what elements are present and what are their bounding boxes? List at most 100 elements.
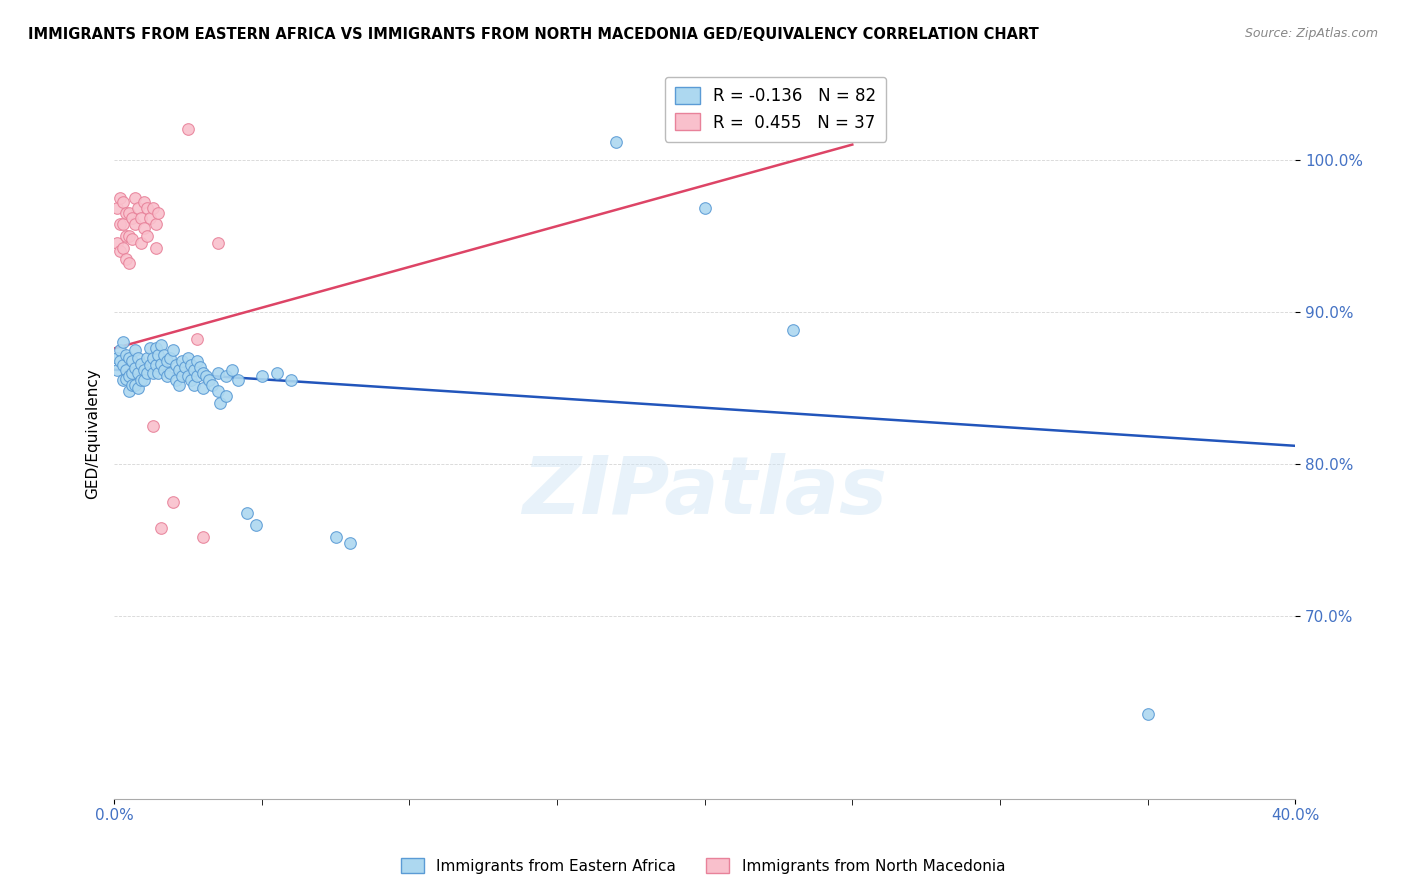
Point	[221, 363, 243, 377]
Point	[236, 506, 259, 520]
Point	[145, 217, 167, 231]
Point	[132, 221, 155, 235]
Point	[124, 217, 146, 231]
Point	[124, 343, 146, 357]
Point	[186, 368, 208, 383]
Point	[118, 256, 141, 270]
Point	[142, 419, 165, 434]
Legend: Immigrants from Eastern Africa, Immigrants from North Macedonia: Immigrants from Eastern Africa, Immigran…	[395, 852, 1011, 880]
Point	[145, 241, 167, 255]
Point	[124, 378, 146, 392]
Point	[153, 363, 176, 377]
Point	[153, 347, 176, 361]
Point	[121, 366, 143, 380]
Point	[165, 373, 187, 387]
Point	[129, 357, 152, 371]
Point	[118, 384, 141, 398]
Point	[132, 363, 155, 377]
Point	[115, 363, 138, 377]
Point	[174, 359, 197, 374]
Point	[207, 384, 229, 398]
Point	[207, 236, 229, 251]
Point	[108, 343, 131, 357]
Point	[162, 495, 184, 509]
Point	[112, 373, 135, 387]
Point	[194, 368, 217, 383]
Legend: R = -0.136   N = 82, R =  0.455   N = 37: R = -0.136 N = 82, R = 0.455 N = 37	[665, 77, 886, 142]
Point	[127, 351, 149, 365]
Point	[129, 211, 152, 225]
Point	[115, 252, 138, 266]
Point	[145, 358, 167, 372]
Point	[115, 228, 138, 243]
Point	[121, 211, 143, 225]
Point	[145, 342, 167, 356]
Point	[177, 368, 200, 383]
Point	[207, 366, 229, 380]
Point	[177, 351, 200, 365]
Point	[325, 530, 347, 544]
Point	[172, 353, 194, 368]
Point	[188, 359, 211, 374]
Point	[226, 373, 249, 387]
Point	[121, 378, 143, 392]
Point	[115, 372, 138, 386]
Point	[135, 366, 157, 380]
Point	[159, 366, 181, 380]
Point	[148, 366, 170, 380]
Point	[108, 217, 131, 231]
Text: IMMIGRANTS FROM EASTERN AFRICA VS IMMIGRANTS FROM NORTH MACEDONIA GED/EQUIVALENC: IMMIGRANTS FROM EASTERN AFRICA VS IMMIGR…	[28, 27, 1039, 42]
Point	[108, 353, 131, 368]
Point	[150, 357, 173, 371]
Point	[129, 373, 152, 387]
Point	[127, 202, 149, 216]
Point	[115, 347, 138, 361]
Point	[135, 351, 157, 365]
Point	[127, 381, 149, 395]
Point	[142, 366, 165, 380]
Point	[183, 363, 205, 377]
Point	[201, 378, 224, 392]
Point	[162, 343, 184, 357]
Point	[191, 366, 214, 380]
Point	[245, 517, 267, 532]
Point	[138, 358, 160, 372]
Point	[142, 202, 165, 216]
Point	[191, 381, 214, 395]
Point	[167, 378, 190, 392]
Point	[105, 363, 128, 377]
Text: Source: ZipAtlas.com: Source: ZipAtlas.com	[1244, 27, 1378, 40]
Point	[124, 361, 146, 376]
Point	[118, 206, 141, 220]
Point	[129, 236, 152, 251]
Point	[186, 332, 208, 346]
Point	[148, 206, 170, 220]
Point	[135, 228, 157, 243]
Point	[108, 244, 131, 258]
Point	[150, 521, 173, 535]
Point	[118, 351, 141, 365]
Point	[186, 353, 208, 368]
Point	[121, 232, 143, 246]
Point	[150, 338, 173, 352]
Point	[209, 396, 232, 410]
Point	[138, 211, 160, 225]
Point	[266, 366, 288, 380]
Point	[135, 202, 157, 216]
Point	[112, 335, 135, 350]
Point	[197, 373, 219, 387]
Point	[1136, 706, 1159, 721]
Point	[782, 323, 804, 337]
Point	[132, 195, 155, 210]
Point	[156, 368, 179, 383]
Y-axis label: GED/Equivalency: GED/Equivalency	[86, 368, 100, 500]
Point	[250, 368, 273, 383]
Point	[177, 122, 200, 136]
Point	[183, 378, 205, 392]
Point	[127, 366, 149, 380]
Point	[112, 241, 135, 255]
Point	[121, 353, 143, 368]
Point	[132, 373, 155, 387]
Point	[159, 351, 181, 365]
Point	[191, 530, 214, 544]
